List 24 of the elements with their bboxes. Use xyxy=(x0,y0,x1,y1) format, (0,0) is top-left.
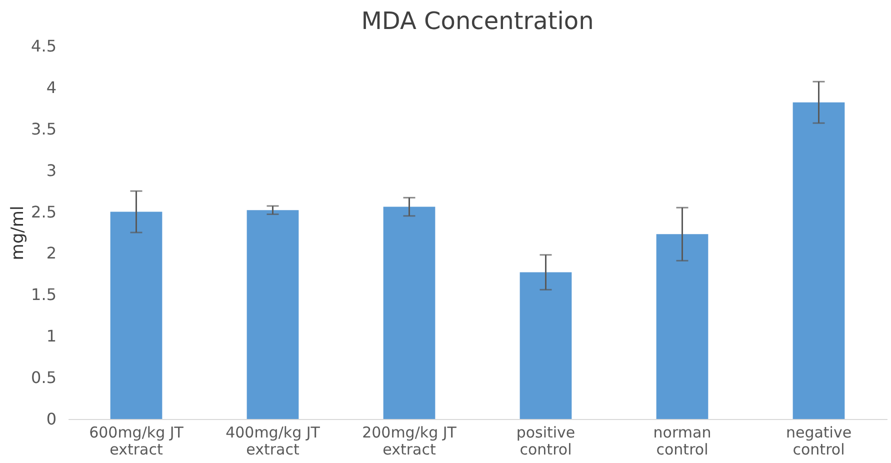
y-tick-label: 2.5 xyxy=(31,202,56,222)
bar xyxy=(246,210,299,419)
bar xyxy=(383,206,436,419)
x-tick-label: 200mg/kg JT extract xyxy=(362,424,458,458)
y-tick-label: 4.5 xyxy=(31,36,56,56)
x-tick-label: negative control xyxy=(786,424,852,458)
chart-title: MDA Concentration xyxy=(361,7,594,35)
x-tick-label: 400mg/kg JT extract xyxy=(226,424,321,458)
y-tick-label: 1.5 xyxy=(31,285,56,304)
y-tick-label: 3.5 xyxy=(31,119,56,138)
bar xyxy=(792,102,845,419)
y-tick-label: 4 xyxy=(46,78,56,97)
y-tick-label: 1 xyxy=(46,326,56,346)
y-tick-label: 0 xyxy=(46,410,56,428)
bar xyxy=(520,272,572,419)
x-tick-label: norman control xyxy=(653,424,712,458)
bar xyxy=(110,212,162,419)
y-axis-title: mg/ml xyxy=(8,206,28,260)
bar xyxy=(656,234,708,419)
y-tick-label: 2 xyxy=(46,244,56,263)
x-tick-label: 600mg/kg JT extract xyxy=(89,424,184,458)
y-tick-label: 0.5 xyxy=(31,368,56,388)
x-tick-label: positive control xyxy=(516,424,576,458)
y-tick-label: 3 xyxy=(46,160,56,180)
